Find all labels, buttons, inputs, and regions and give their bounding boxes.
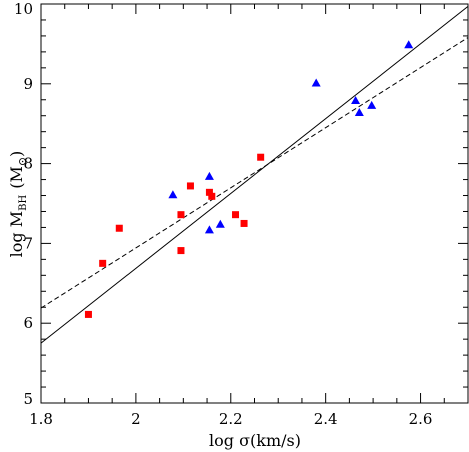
y-axis-label: log MBH (M⊙) [7, 151, 29, 258]
data-point-triangle [354, 108, 364, 117]
data-point-square [177, 211, 185, 219]
data-points [84, 40, 414, 318]
y-axis-label-unit: (M [7, 166, 26, 189]
y-axis-label-unit-close: ) [7, 151, 26, 157]
fit-lines [41, 6, 468, 344]
fit-line-dashed [41, 37, 468, 309]
data-point-square [232, 211, 240, 219]
y-axis-label-prefix: log M [7, 211, 26, 257]
data-point-triangle [168, 190, 178, 199]
data-point-square [205, 188, 213, 196]
plot-frame [40, 3, 469, 404]
data-point-triangle [404, 40, 414, 49]
x-tick-label: 2.6 [409, 410, 433, 428]
axis-ticks: 1.8 2 2.2 2.4 2.6 5 6 7 8 9 10 [14, 0, 469, 428]
x-axis-label: log σ(km/s) [209, 431, 301, 450]
data-point-square [99, 259, 107, 267]
data-point-square [240, 219, 248, 227]
y-tick-label: 8 [23, 155, 33, 173]
y-axis-label-unit-symbol: ⊙ [16, 157, 29, 166]
data-point-square [208, 192, 216, 200]
data-point-triangle [367, 100, 377, 109]
y-tick-label: 10 [14, 0, 33, 18]
data-point-triangle [204, 225, 214, 234]
y-axis-label-subscript: BH [18, 195, 29, 211]
y-tick-label: 5 [23, 390, 33, 408]
data-point-square [115, 224, 123, 232]
data-point-triangle [311, 78, 321, 87]
data-point-square [84, 310, 92, 318]
y-tick-label: 7 [23, 234, 33, 252]
x-tick-label: 2 [131, 410, 141, 428]
x-tick-label: 1.8 [29, 410, 53, 428]
x-tick-label: 2.2 [219, 410, 243, 428]
data-point-triangle [351, 96, 361, 105]
y-tick-label: 6 [23, 314, 33, 332]
y-tick-label: 9 [23, 75, 33, 93]
data-point-triangle [215, 219, 225, 228]
data-point-square [177, 247, 185, 255]
data-point-triangle [204, 171, 214, 180]
x-tick-label: 2.4 [314, 410, 338, 428]
data-point-square [257, 153, 265, 161]
fit-line-solid [41, 6, 468, 344]
data-point-square [186, 182, 194, 190]
